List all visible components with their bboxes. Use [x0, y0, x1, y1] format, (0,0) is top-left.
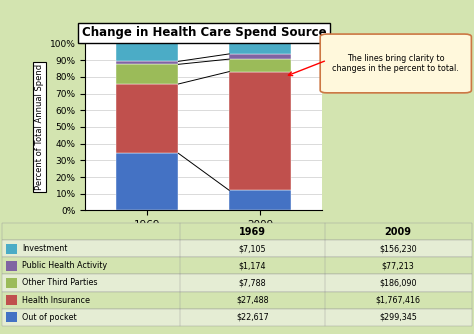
- FancyBboxPatch shape: [320, 34, 471, 93]
- Text: $186,090: $186,090: [379, 279, 417, 288]
- Text: Public Health Activity: Public Health Activity: [22, 262, 108, 271]
- Bar: [229, 43, 292, 54]
- Bar: [229, 190, 292, 210]
- Text: The lines bring clarity to
changes in the percent to total.: The lines bring clarity to changes in th…: [332, 54, 459, 73]
- Bar: [229, 54, 292, 59]
- Text: Investment: Investment: [22, 244, 68, 254]
- Bar: [116, 43, 178, 61]
- Bar: [2, 240, 472, 258]
- Bar: [6, 278, 17, 288]
- Bar: [2, 223, 472, 240]
- Bar: [2, 275, 472, 292]
- Text: $22,617: $22,617: [236, 313, 269, 322]
- Text: Other Third Parties: Other Third Parties: [22, 279, 98, 288]
- Title: Change in Health Care Spend Source: Change in Health Care Spend Source: [82, 26, 326, 39]
- Bar: [229, 59, 292, 71]
- Bar: [6, 295, 17, 305]
- Bar: [2, 258, 472, 275]
- Bar: [116, 64, 178, 84]
- Bar: [116, 84, 178, 153]
- Text: 2009: 2009: [385, 227, 411, 237]
- Y-axis label: Percent of Total Annual Spend: Percent of Total Annual Spend: [35, 64, 44, 190]
- Text: $156,230: $156,230: [379, 244, 417, 254]
- Text: $77,213: $77,213: [382, 262, 415, 271]
- Text: $7,105: $7,105: [238, 244, 266, 254]
- Text: Out of pocket: Out of pocket: [22, 313, 77, 322]
- Text: 1969: 1969: [239, 227, 266, 237]
- Text: Health Insurance: Health Insurance: [22, 296, 90, 305]
- Text: $7,788: $7,788: [238, 279, 266, 288]
- Bar: [229, 71, 292, 190]
- Bar: [2, 292, 472, 309]
- Bar: [6, 312, 17, 322]
- Text: $1,767,416: $1,767,416: [376, 296, 420, 305]
- Text: $299,345: $299,345: [379, 313, 417, 322]
- Bar: [116, 61, 178, 64]
- Text: $1,174: $1,174: [238, 262, 266, 271]
- Bar: [6, 261, 17, 271]
- Bar: [2, 309, 472, 326]
- Text: $27,488: $27,488: [236, 296, 269, 305]
- Bar: [116, 153, 178, 210]
- Bar: [6, 244, 17, 254]
